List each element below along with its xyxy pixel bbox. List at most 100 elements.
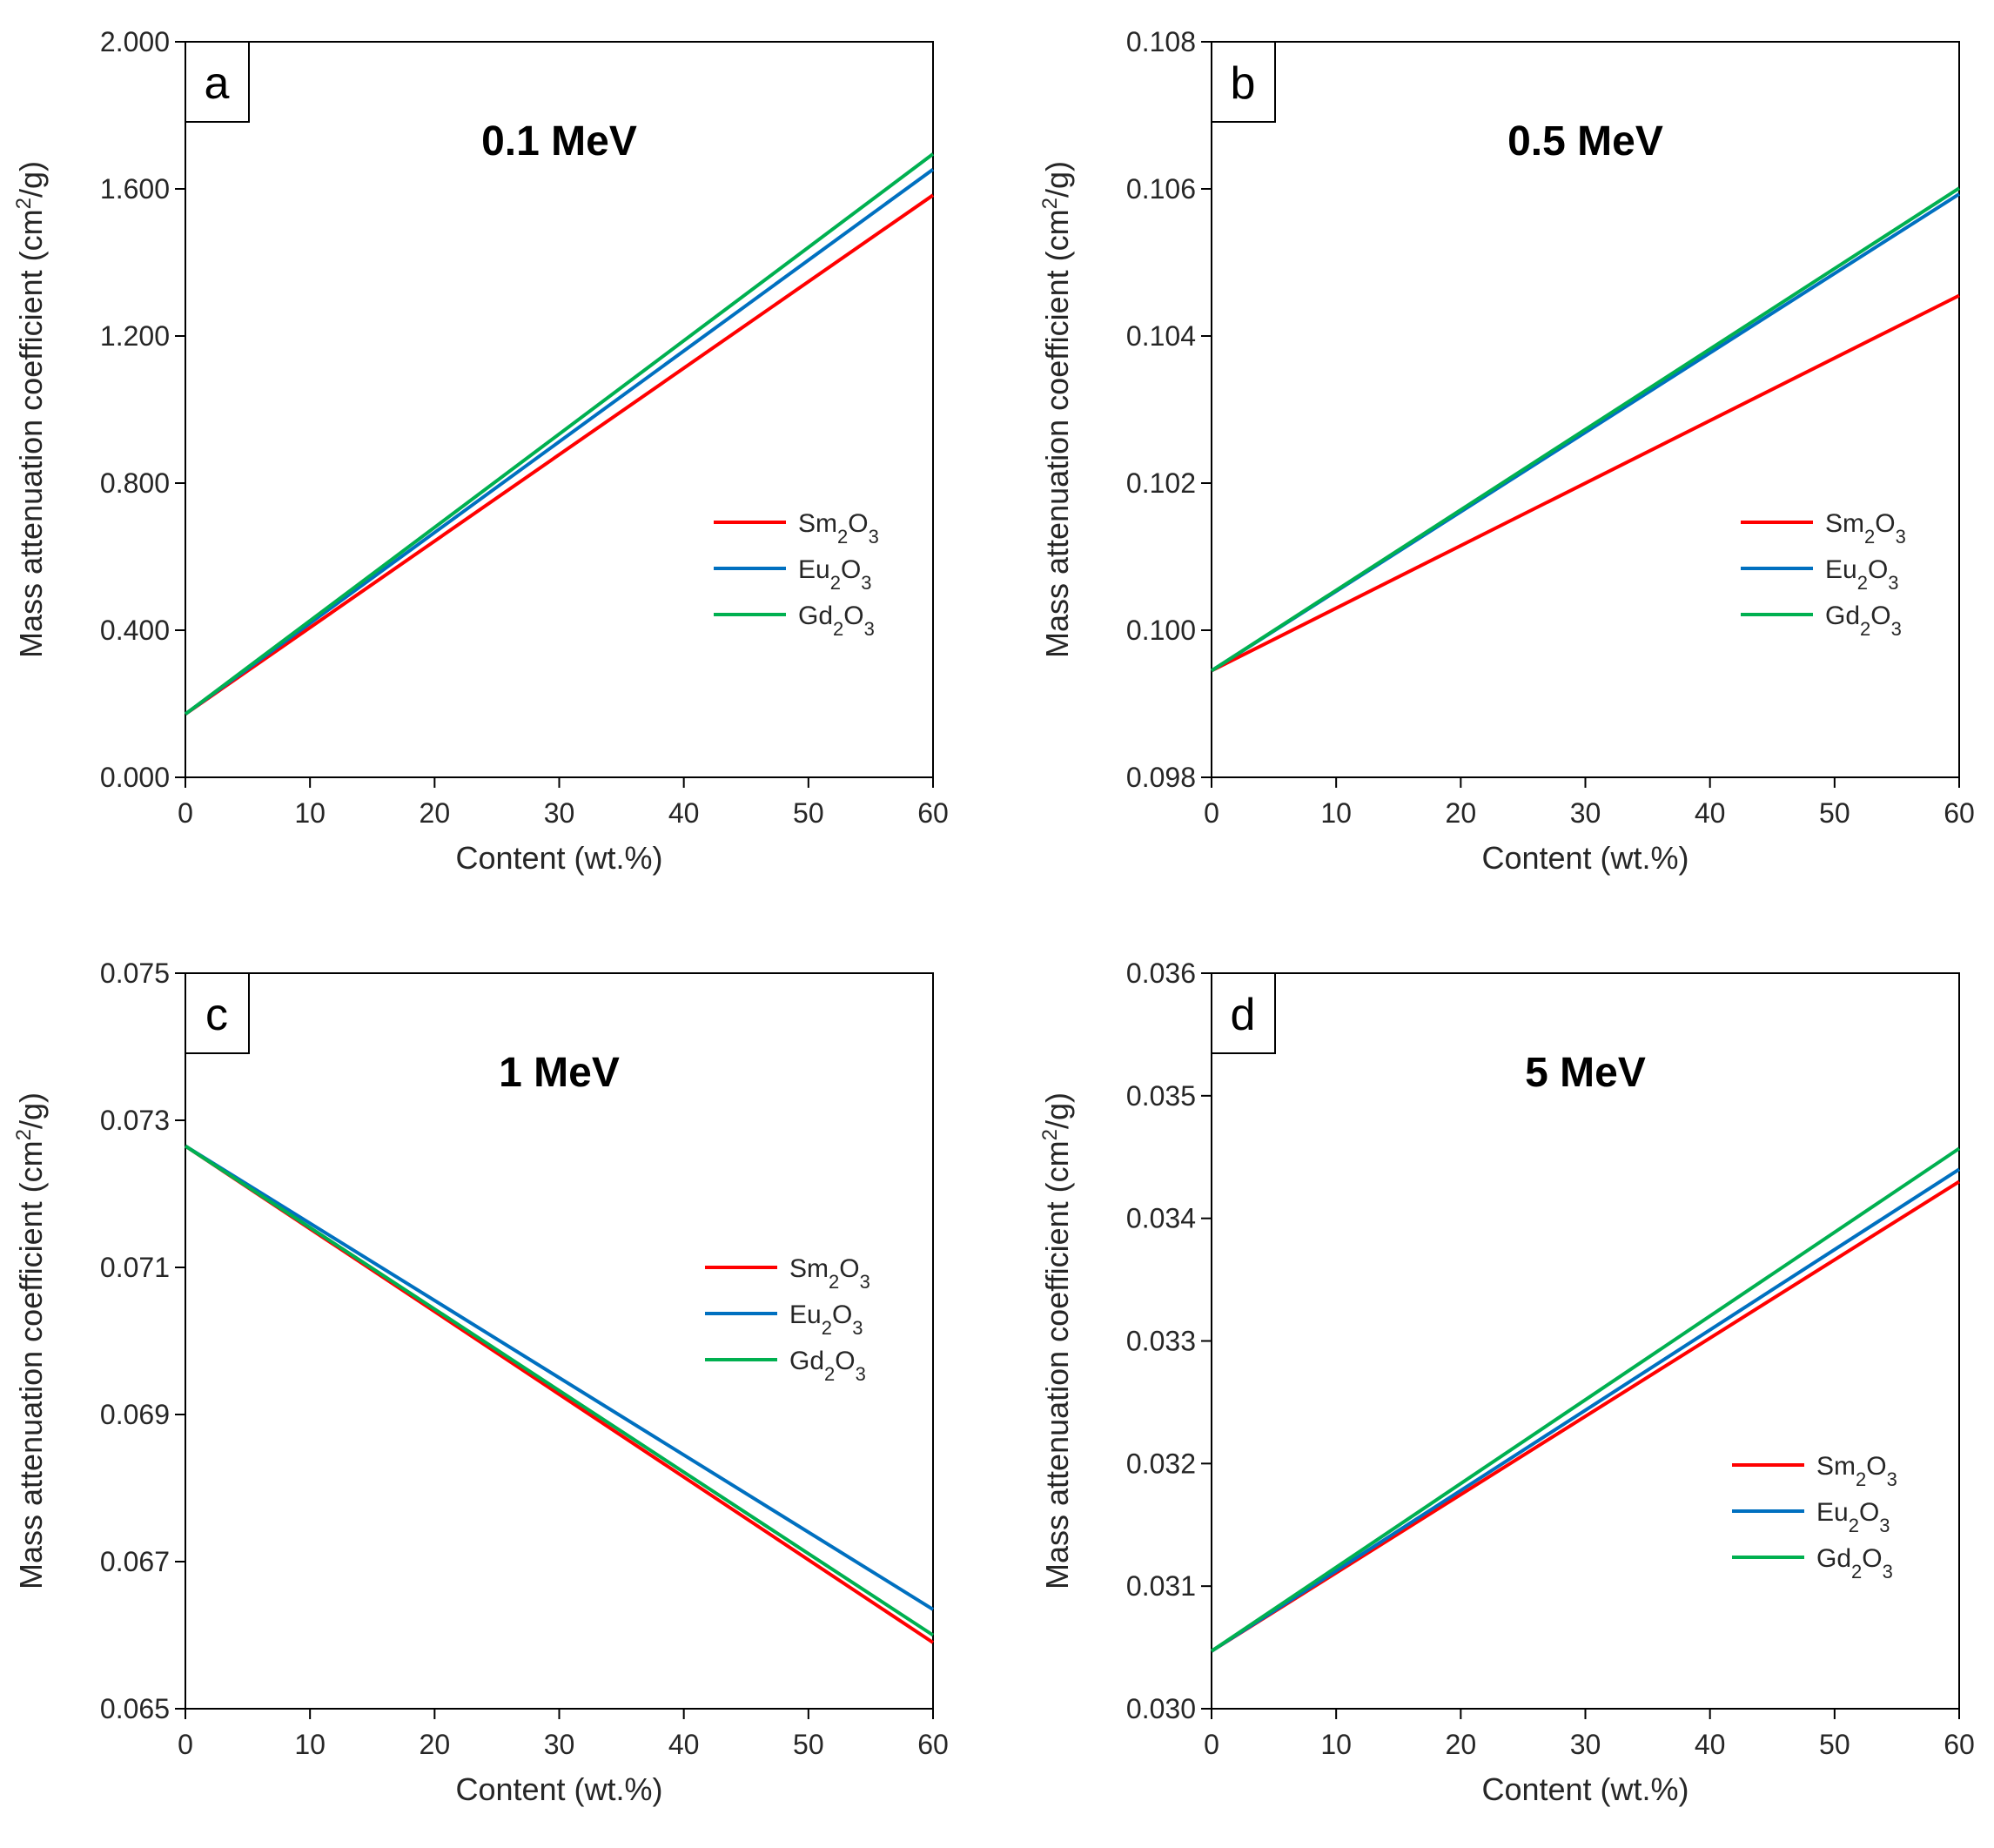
x-tick-label: 0	[1204, 797, 1219, 829]
legend-label: Gd2O3	[798, 601, 875, 640]
x-axis-title: Content (wt.%)	[1481, 840, 1689, 876]
panel-letter-box	[185, 972, 250, 1054]
legend: Sm2O3 Eu2O3 Gd2O3	[714, 509, 879, 640]
x-tick-label: 20	[1446, 1729, 1477, 1760]
y-tick-label: 0.034	[1126, 1203, 1196, 1234]
series-line-gd2o3	[1210, 186, 1961, 673]
x-axis-title: Content (wt.%)	[455, 1771, 662, 1807]
legend-label: Sm2O3	[798, 509, 879, 548]
x-tick-label: 40	[1695, 797, 1726, 829]
x-tick-label: 40	[668, 797, 700, 829]
y-tick-label: 0.100	[1126, 615, 1196, 646]
panel-letter: a	[205, 58, 230, 109]
x-tick-label: 60	[917, 1729, 949, 1760]
x-tick-label: 50	[1819, 797, 1850, 829]
y-tick-label: 1.600	[100, 173, 170, 205]
x-tick-label: 10	[294, 1729, 326, 1760]
y-tick-label: 0.800	[100, 467, 170, 499]
y-tick-label: 0.400	[100, 615, 170, 646]
y-tick-label: 0.032	[1126, 1448, 1196, 1479]
y-axis-title: Mass attenuation coefficient (cm2/g)	[12, 161, 50, 658]
y-tick-label: 0.030	[1126, 1693, 1196, 1724]
x-tick-label: 10	[1320, 1729, 1352, 1760]
series-line-sm2o3	[184, 193, 935, 716]
x-tick-label: 0	[178, 797, 193, 829]
y-tick-label: 0.108	[1126, 26, 1196, 57]
y-tick-label: 0.073	[100, 1105, 170, 1136]
panel-letter-box	[185, 41, 250, 123]
legend-label: Gd2O3	[1825, 601, 1902, 640]
chart-panel-a: 0.000 0.400 0.800 1.200 1.600 2.000 0 10 20 30 40 5…	[12, 26, 949, 876]
y-tick-label: 0.104	[1126, 320, 1196, 352]
legend-label: Eu2O3	[789, 1300, 863, 1339]
series-line-eu2o3	[1210, 1167, 1961, 1653]
legend-label: Eu2O3	[1816, 1498, 1890, 1536]
panel-title: 0.1 MeV	[481, 118, 637, 165]
legend-label: Gd2O3	[789, 1347, 866, 1385]
y-tick-label: 0.071	[100, 1252, 170, 1283]
y-tick-label: 0.102	[1126, 467, 1196, 499]
series-line-gd2o3	[184, 1144, 935, 1637]
series-line-sm2o3	[1211, 293, 1960, 673]
x-tick-label: 20	[420, 1729, 451, 1760]
x-tick-label: 60	[917, 797, 949, 829]
legend-label: Eu2O3	[1825, 555, 1899, 594]
y-axis-title: Mass attenuation coefficient (cm2/g)	[1038, 161, 1076, 658]
x-tick-label: 30	[1570, 1729, 1601, 1760]
y-tick-label: 0.075	[100, 958, 170, 989]
x-tick-label: 30	[1570, 797, 1601, 829]
chart-panel-b: 0.098 0.100 0.102 0.104 0.106 0.108 0 10 20 30 40 5…	[1038, 26, 1975, 876]
legend-label: Sm2O3	[1816, 1452, 1897, 1490]
panel-title: 0.5 MeV	[1507, 118, 1663, 165]
x-tick-label: 60	[1944, 797, 1975, 829]
legend: Sm2O3 Eu2O3 Gd2O3	[1732, 1452, 1897, 1583]
x-axis-title: Content (wt.%)	[455, 840, 662, 876]
legend-label: Gd2O3	[1816, 1544, 1893, 1583]
y-axis-title: Mass attenuation coefficient (cm2/g)	[1038, 1092, 1076, 1589]
series-line-eu2o3	[184, 167, 935, 716]
panel-letter-box	[1211, 41, 1276, 123]
y-tick-label: 0.069	[100, 1399, 170, 1430]
chart-panel-d: 0.030 0.031 0.032 0.033 0.034 0.035 0.036 0 10 20…	[1038, 958, 1975, 1807]
x-tick-label: 50	[793, 797, 824, 829]
y-tick-label: 0.067	[100, 1546, 170, 1577]
y-tick-label: 0.098	[1126, 762, 1196, 793]
x-tick-label: 10	[294, 797, 326, 829]
y-tick-label: 0.031	[1126, 1570, 1196, 1602]
x-tick-label: 40	[668, 1729, 700, 1760]
x-tick-label: 20	[1446, 797, 1477, 829]
y-axis-title: Mass attenuation coefficient (cm2/g)	[12, 1092, 50, 1589]
series-line-gd2o3	[184, 152, 935, 716]
legend: Sm2O3 Eu2O3 Gd2O3	[1741, 509, 1906, 640]
x-tick-label: 50	[793, 1729, 824, 1760]
panel-letter-box	[1211, 972, 1276, 1054]
legend-label: Sm2O3	[789, 1254, 870, 1293]
y-tick-label: 0.033	[1126, 1326, 1196, 1357]
y-tick-label: 2.000	[100, 26, 170, 57]
x-tick-label: 50	[1819, 1729, 1850, 1760]
panel-letter: c	[205, 990, 228, 1040]
legend: Sm2O3 Eu2O3 Gd2O3	[705, 1254, 870, 1385]
y-tick-label: 0.065	[100, 1693, 170, 1724]
panel-title: 1 MeV	[499, 1050, 620, 1096]
x-tick-label: 0	[1204, 1729, 1219, 1760]
y-tick-label: 0.035	[1126, 1080, 1196, 1112]
legend-label: Eu2O3	[798, 555, 872, 594]
x-axis-title: Content (wt.%)	[1481, 1771, 1689, 1807]
legend-label: Sm2O3	[1825, 509, 1906, 548]
panel-letter: b	[1231, 58, 1256, 109]
y-tick-label: 1.200	[100, 320, 170, 352]
series-line-gd2o3	[1210, 1146, 1961, 1653]
y-tick-label: 0.036	[1126, 958, 1196, 989]
series-line-eu2o3	[184, 1144, 935, 1611]
x-tick-label: 40	[1695, 1729, 1726, 1760]
panel-title: 5 MeV	[1525, 1050, 1646, 1096]
x-tick-label: 20	[420, 797, 451, 829]
panel-letter: d	[1231, 990, 1256, 1040]
chart-panel-c: 0.065 0.067 0.069 0.071 0.073 0.075 0 10 20 30 40 5…	[12, 958, 949, 1807]
x-tick-label: 60	[1944, 1729, 1975, 1760]
y-tick-label: 0.106	[1126, 173, 1196, 205]
x-tick-label: 30	[544, 797, 575, 829]
x-tick-label: 30	[544, 1729, 575, 1760]
